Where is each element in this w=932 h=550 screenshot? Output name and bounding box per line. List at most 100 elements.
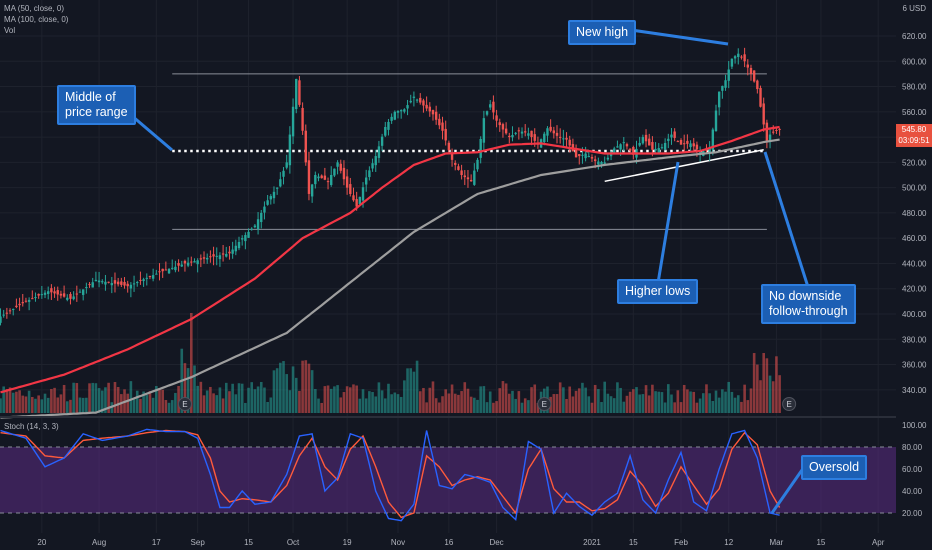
candlesticks[interactable] <box>0 47 781 326</box>
volume-bar <box>279 362 282 413</box>
volume-bar <box>762 353 765 413</box>
candle-body <box>425 104 428 109</box>
candle-body <box>161 268 164 272</box>
candle-body <box>69 293 72 299</box>
candle-body <box>190 261 193 263</box>
volume-bar <box>129 381 133 413</box>
higher-lows-callout[interactable]: Higher lows <box>617 279 699 304</box>
volume-bar <box>740 401 743 413</box>
candle-body <box>466 177 470 180</box>
volume-bar <box>259 381 263 413</box>
volume-bar <box>593 384 597 413</box>
earnings-label: E <box>542 400 547 409</box>
volume-bar <box>205 390 209 413</box>
volume-bar <box>768 375 772 413</box>
candle-body <box>295 78 298 110</box>
candle-body <box>5 312 9 314</box>
candle-body <box>600 161 603 165</box>
volume-bar <box>533 384 537 413</box>
volume-bar <box>310 370 314 413</box>
volume-bar <box>409 368 413 413</box>
volume-bar <box>603 381 606 413</box>
candle-body <box>498 122 501 126</box>
candle-body <box>231 249 234 254</box>
candle-body <box>37 293 40 296</box>
candle-body <box>53 291 56 294</box>
candle-body <box>651 142 654 150</box>
volume-bar <box>584 387 587 413</box>
no-downside-callout[interactable]: No downside follow-through <box>761 284 856 324</box>
volume-bar <box>126 393 129 413</box>
candle-body <box>778 128 781 130</box>
candle-body <box>485 111 489 115</box>
candle-body <box>330 175 333 186</box>
candle-body <box>196 260 199 265</box>
candle-body <box>304 130 307 163</box>
currency-label[interactable]: 6 USD <box>902 4 926 13</box>
ma50-legend[interactable]: MA (50, close, 0) <box>4 4 65 13</box>
volume-bar <box>600 402 603 413</box>
last-price-tag: 545.80 <box>896 124 932 136</box>
candle-body <box>269 196 272 200</box>
candle-body <box>495 115 498 121</box>
middle-of-range-callout[interactable]: Middle of price range <box>57 85 136 125</box>
volume-bar <box>326 385 330 413</box>
callout-line-2: price range <box>65 105 128 119</box>
price-tick-label: 520.00 <box>902 158 927 167</box>
volume-bar <box>667 384 670 413</box>
volume-bar <box>406 368 409 413</box>
volume-bar <box>294 377 298 413</box>
candle-body <box>759 87 762 107</box>
candle-body <box>151 275 155 279</box>
volume-bar <box>250 382 254 413</box>
time-axis[interactable]: 20 Aug 17 Sep 15 Oct 19 Nov 16 Dec 2021 15 Feb 12 Mar 1… <box>0 533 932 550</box>
volume-bars <box>0 313 781 413</box>
candle-body <box>110 283 113 286</box>
volume-bar <box>65 401 69 413</box>
candle-body <box>43 292 47 295</box>
candle-body <box>409 100 412 103</box>
candle-body <box>164 269 168 271</box>
volume-bar <box>711 400 715 413</box>
volume-bar <box>698 398 702 413</box>
candle-body <box>47 291 50 294</box>
candle-body <box>326 181 330 183</box>
oversold-callout[interactable]: Oversold <box>801 455 868 480</box>
earnings-icon <box>782 397 797 411</box>
price-tick-label: 600.00 <box>902 57 927 66</box>
candle-body <box>31 298 34 300</box>
candle-body <box>733 56 737 59</box>
volume-bar <box>148 391 152 413</box>
higher-lows-trendline <box>604 148 764 183</box>
candle-body <box>123 282 126 286</box>
new-high-callout[interactable]: New high <box>568 20 637 45</box>
volume-bar <box>314 388 317 413</box>
candle-body <box>50 288 53 293</box>
volume-legend[interactable]: Vol <box>4 26 16 35</box>
volume-bar <box>514 398 517 413</box>
stoch-legend[interactable]: Stoch (14, 3, 3) <box>4 422 59 431</box>
volume-bar <box>412 371 416 413</box>
candle-body <box>171 267 174 269</box>
volume-bar <box>679 402 683 413</box>
candle-body <box>218 255 222 260</box>
volume-bar <box>85 397 88 413</box>
candle-body <box>59 293 63 296</box>
price-axis[interactable]: 340.00 360.00 380.00 400.00 420.00 440.00 460.… <box>896 0 932 550</box>
volume-bar <box>759 380 762 413</box>
volume-bar <box>771 381 775 413</box>
volume-bar <box>444 389 447 413</box>
candle-body <box>228 251 231 254</box>
stoch-axis[interactable]: 20.00 40.00 60.00 80.00 100.00 <box>902 421 927 518</box>
candle-body <box>584 153 587 159</box>
volume-bar <box>565 398 568 413</box>
volume-bar <box>498 388 502 413</box>
candle-body <box>644 134 648 142</box>
candle-body <box>711 129 715 150</box>
ma100-legend[interactable]: MA (100, close, 0) <box>4 15 69 24</box>
volume-bar <box>183 363 187 413</box>
volume-bar <box>721 389 724 413</box>
volume-bar <box>2 386 5 413</box>
